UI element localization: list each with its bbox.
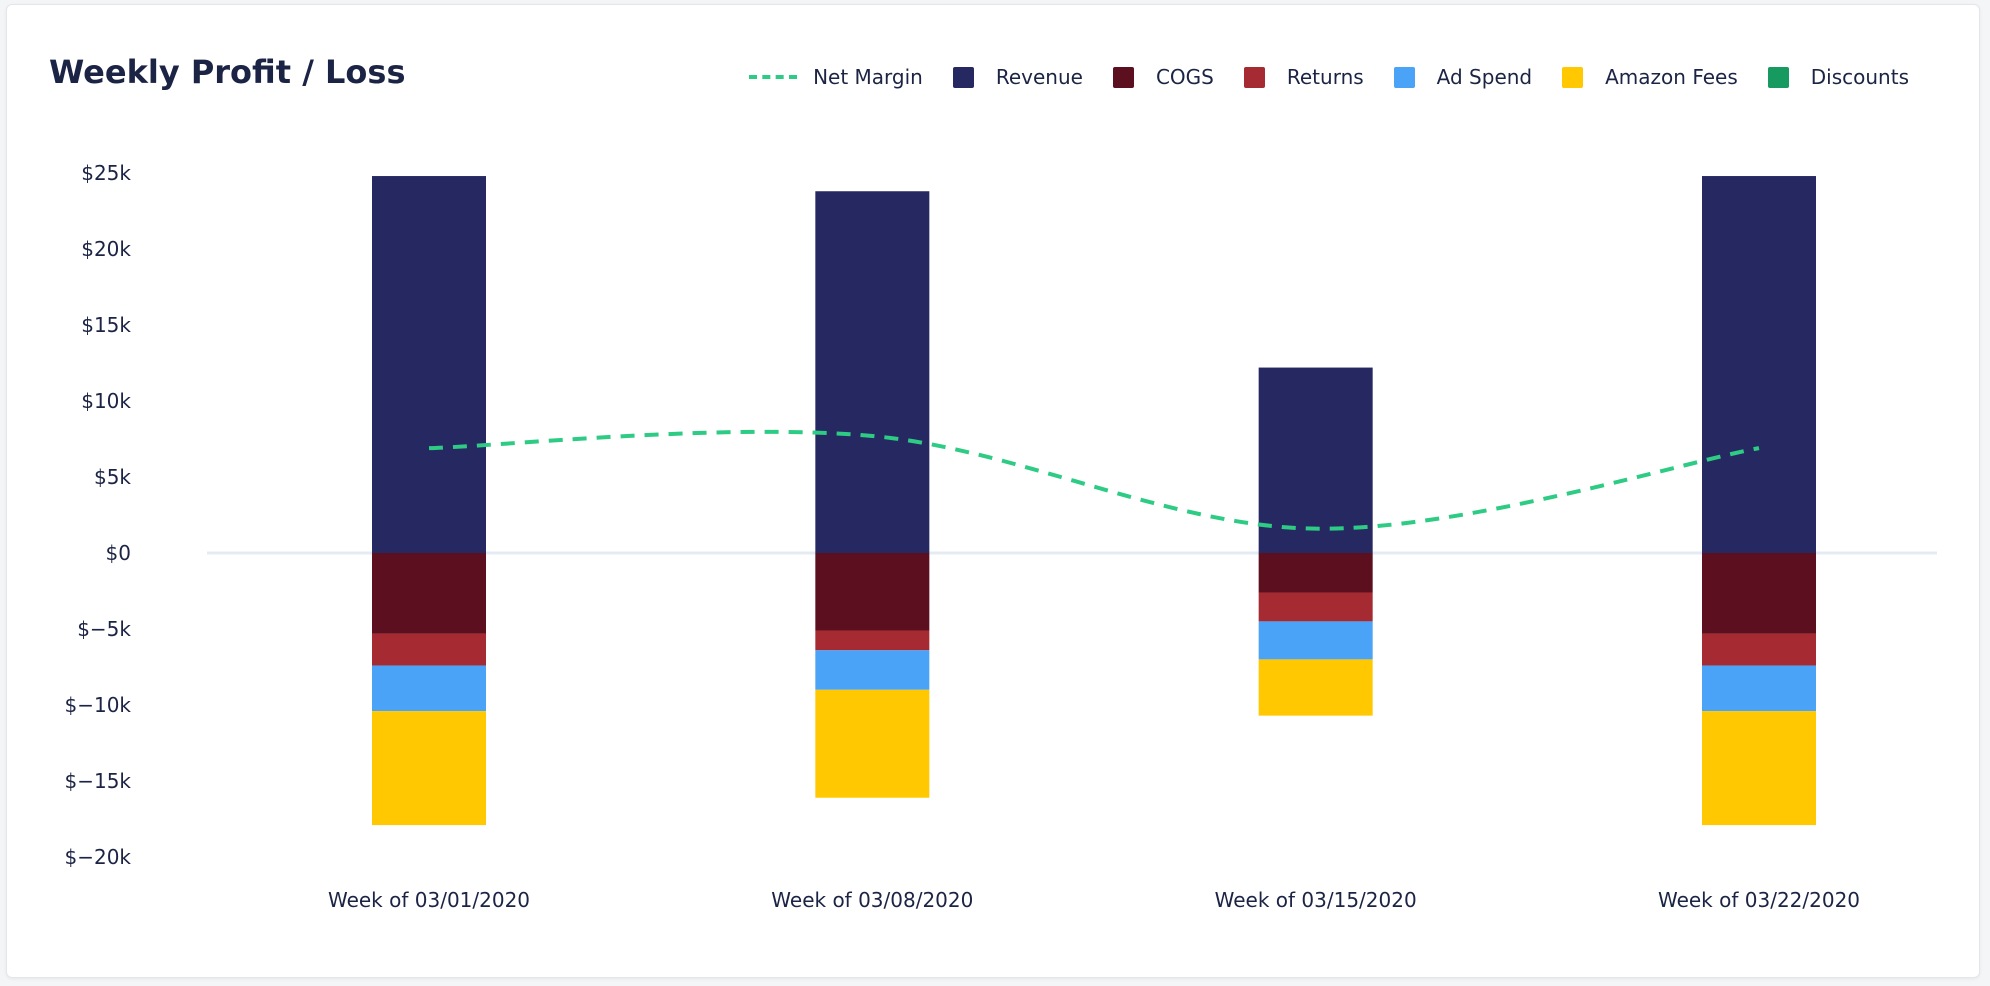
x-tick-label: Week of 03/01/2020	[328, 888, 530, 912]
legend-swatch	[1112, 66, 1134, 88]
y-tick-label: $5k	[94, 465, 131, 489]
legend-item-revenue[interactable]: Revenue	[952, 65, 1083, 89]
bar-segment-ad-spend	[1702, 665, 1816, 712]
bar-segment-amazon-fees	[1258, 659, 1373, 716]
bar-segment-ad-spend	[1258, 621, 1373, 660]
bar-segment-amazon-fees	[1702, 711, 1816, 826]
y-tick-label: $−15k	[64, 769, 131, 793]
legend-label: Revenue	[995, 65, 1083, 89]
bar-segment-amazon-fees	[815, 689, 930, 798]
bar-segment-amazon-fees	[372, 711, 486, 826]
legend-item-ad-spend[interactable]: Ad Spend	[1393, 65, 1533, 89]
legend-item-returns[interactable]: Returns	[1243, 65, 1364, 89]
bar-segment-cogs	[1702, 553, 1816, 634]
legend-item-discounts[interactable]: Discounts	[1767, 65, 1909, 89]
bar-segment-ad-spend	[815, 650, 930, 690]
bar-segment-revenue	[372, 176, 486, 554]
legend-label: Net Margin	[813, 65, 923, 89]
y-tick-label: $15k	[81, 313, 131, 337]
chart-plot-area: $25k $20k $15k $10k $5k $0 $−5k $−10k $−15k $−20k…	[64, 161, 1937, 912]
chart-legend: Net Margin Revenue COGS Returns Ad Spend…	[719, 65, 1909, 89]
y-tick-label: $10k	[81, 389, 131, 413]
legend-label: Returns	[1286, 65, 1364, 89]
net-margin-line	[428, 429, 1760, 531]
y-tick-label: $−20k	[64, 845, 131, 869]
y-tick-label: $0	[106, 541, 131, 565]
legend-item-amazon-fees[interactable]: Amazon Fees	[1562, 65, 1738, 89]
legend-item-net-margin[interactable]: Net Margin	[749, 65, 923, 89]
bar-segment-revenue	[1702, 176, 1816, 554]
legend-swatch-dashed-line	[749, 75, 798, 79]
legend-item-cogs[interactable]: COGS	[1112, 65, 1214, 89]
legend-swatch	[1393, 66, 1415, 88]
legend-label: Amazon Fees	[1605, 65, 1738, 89]
legend-swatch	[1767, 66, 1789, 88]
y-tick-label: $−10k	[64, 693, 131, 717]
x-tick-label: Week of 03/08/2020	[771, 888, 973, 912]
chart-title: Weekly Profit / Loss	[49, 53, 406, 91]
bar-segment-revenue	[1258, 367, 1373, 553]
legend-swatch	[1243, 66, 1265, 88]
x-tick-label: Week of 03/22/2020	[1658, 888, 1860, 912]
bar-segment-ad-spend	[372, 665, 486, 712]
chart-card: Weekly Profit / Loss Net Margin Revenue …	[6, 4, 1980, 978]
bar-segment-cogs	[1258, 553, 1373, 593]
y-tick-label: $−5k	[77, 617, 131, 641]
bar-segment-cogs	[372, 553, 486, 634]
y-tick-label: $20k	[81, 237, 131, 261]
legend-label: Discounts	[1810, 65, 1909, 89]
legend-swatch	[952, 66, 974, 88]
bar-segment-returns	[815, 630, 930, 651]
legend-label: COGS	[1155, 65, 1214, 89]
bar-segment-returns	[1258, 592, 1373, 622]
x-tick-label: Week of 03/15/2020	[1215, 888, 1417, 912]
bar-segment-revenue	[815, 191, 930, 554]
y-tick-label: $25k	[81, 161, 131, 185]
bar-segment-returns	[372, 633, 486, 666]
legend-label: Ad Spend	[1436, 65, 1533, 89]
legend-swatch	[1562, 66, 1584, 88]
bar-segment-cogs	[815, 553, 930, 631]
bar-segment-returns	[1702, 633, 1816, 666]
